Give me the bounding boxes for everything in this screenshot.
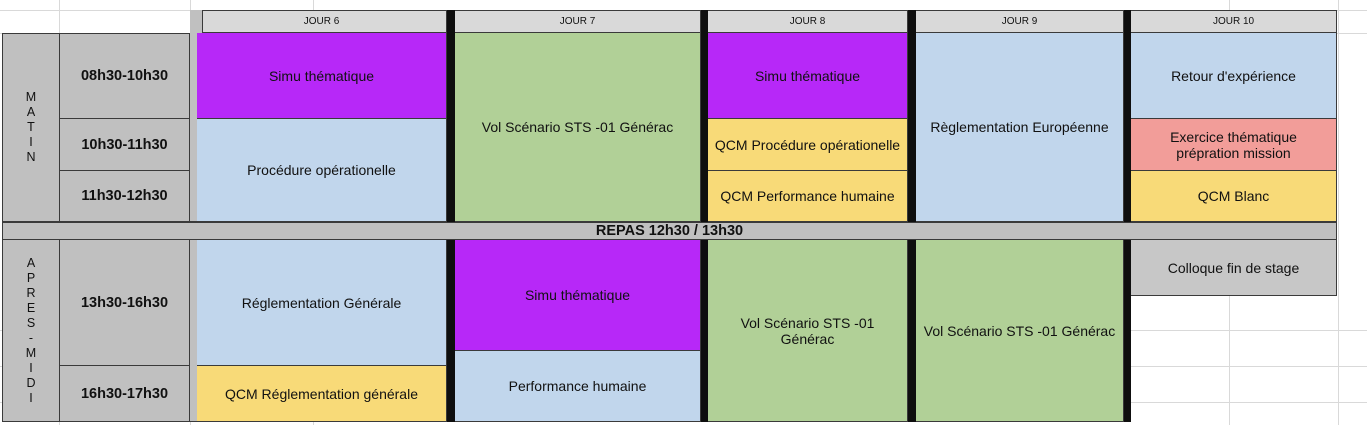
activity-label: QCM Réglementation générale <box>225 385 418 402</box>
activity-cell[interactable]: QCM Procédure opérationelle <box>708 119 908 171</box>
activity-cell[interactable]: Performance humaine <box>455 351 701 422</box>
period-letter: P <box>26 270 36 285</box>
activity-label: Simu thématique <box>268 67 375 84</box>
time-slot: 16h30-17h30 <box>60 366 190 422</box>
period-letter: N <box>26 150 36 164</box>
day-separator <box>701 240 708 422</box>
time-slot: 08h30-10h30 <box>60 33 190 119</box>
period-letter: T <box>27 120 35 134</box>
activity-cell[interactable]: Vol Scénario STS -01 Générac <box>916 240 1124 422</box>
header-jour-8: JOUR 8 <box>708 10 908 33</box>
period-letter: I <box>29 360 33 375</box>
period-letter: A <box>26 105 36 119</box>
activity-cell[interactable]: Exercice thématique prépration mission <box>1131 119 1337 171</box>
activity-cell[interactable]: Règlementation Européenne <box>916 33 1124 222</box>
activity-label: Exercice thématique prépration mission <box>1170 128 1297 161</box>
activity-cell[interactable]: Vol Scénario STS -01 Générac <box>708 240 908 422</box>
period-letter: M <box>25 345 37 360</box>
activity-label: QCM Performance humaine <box>720 188 895 204</box>
period-letter: R <box>26 285 36 300</box>
activity-cell[interactable]: Retour d'expérience <box>1131 33 1337 119</box>
day-separator <box>701 10 708 222</box>
time-label: 10h30-11h30 <box>81 136 168 153</box>
activity-label: Vol Scénario STS -01 Générac <box>923 322 1116 339</box>
repas-banner: REPAS 12h30 / 13h30 <box>2 222 1337 240</box>
header-label: JOUR 6 <box>303 15 340 27</box>
activity-label: Réglementation Générale <box>241 294 402 311</box>
period-apres-midi: A P R E S - M I D I <box>2 240 60 422</box>
time-slot: 13h30-16h30 <box>60 240 190 366</box>
time-label: 08h30-10h30 <box>80 68 169 84</box>
activity-cell[interactable]: Procédure opérationelle <box>197 119 447 222</box>
time-label: 11h30-12h30 <box>81 188 168 204</box>
activity-cell[interactable]: Simu thématique <box>197 33 447 119</box>
activity-label: Colloque fin de stage <box>1167 259 1300 276</box>
day-separator <box>1124 240 1131 422</box>
time-label: 13h30-16h30 <box>80 294 169 311</box>
period-letter: I <box>29 390 33 405</box>
activity-label: Procédure opérationelle <box>247 162 396 178</box>
activity-cell[interactable]: Réglementation Générale <box>197 240 447 366</box>
day-separator <box>908 10 916 222</box>
activity-label: Simu thématique <box>524 287 631 303</box>
period-matin: M A T I N <box>2 33 60 222</box>
day-separator <box>447 240 455 422</box>
activity-cell[interactable]: Vol Scénario STS -01 Générac <box>455 33 701 222</box>
activity-cell[interactable]: QCM Blanc <box>1131 171 1337 222</box>
period-letter: - <box>28 330 34 345</box>
header-label: JOUR 9 <box>1001 15 1038 27</box>
activity-label: QCM Procédure opérationelle <box>714 136 901 153</box>
header-jour-6: JOUR 6 <box>197 10 447 33</box>
activity-cell[interactable]: QCM Performance humaine <box>708 171 908 222</box>
period-letter: M <box>25 90 37 104</box>
header-label: JOUR 7 <box>559 15 596 27</box>
header-label: JOUR 8 <box>789 15 826 27</box>
period-letter: A <box>26 255 36 270</box>
activity-label: Simu thématique <box>754 67 861 84</box>
repas-label: REPAS 12h30 / 13h30 <box>595 223 744 239</box>
period-letter: D <box>26 375 36 390</box>
activity-label: Performance humaine <box>508 378 647 394</box>
activity-label: Vol Scénario STS -01 Générac <box>740 314 875 347</box>
period-letter: S <box>26 315 36 330</box>
activity-label: Retour d'expérience <box>1171 67 1296 84</box>
activity-label: QCM Blanc <box>1197 188 1270 204</box>
activity-label: Vol Scénario STS -01 Générac <box>481 119 674 135</box>
header-jour-10: JOUR 10 <box>1131 10 1337 33</box>
period-letter: E <box>26 300 36 315</box>
day-separator <box>908 240 916 422</box>
activity-cell[interactable]: Simu thématique <box>455 240 701 351</box>
period-letter: I <box>29 135 33 149</box>
header-label: JOUR 10 <box>1212 15 1255 27</box>
time-slot: 10h30-11h30 <box>60 119 190 171</box>
activity-label: Règlementation Européenne <box>930 119 1109 135</box>
header-jour-7: JOUR 7 <box>455 10 701 33</box>
day-separator <box>447 10 455 222</box>
activity-cell[interactable]: Simu thématique <box>708 33 908 119</box>
time-slot: 11h30-12h30 <box>60 171 190 222</box>
activity-cell[interactable]: Colloque fin de stage <box>1131 240 1337 296</box>
time-label: 16h30-17h30 <box>80 385 169 402</box>
header-jour-9: JOUR 9 <box>916 10 1124 33</box>
day-separator <box>1124 10 1131 222</box>
activity-cell[interactable]: QCM Réglementation générale <box>197 366 447 422</box>
